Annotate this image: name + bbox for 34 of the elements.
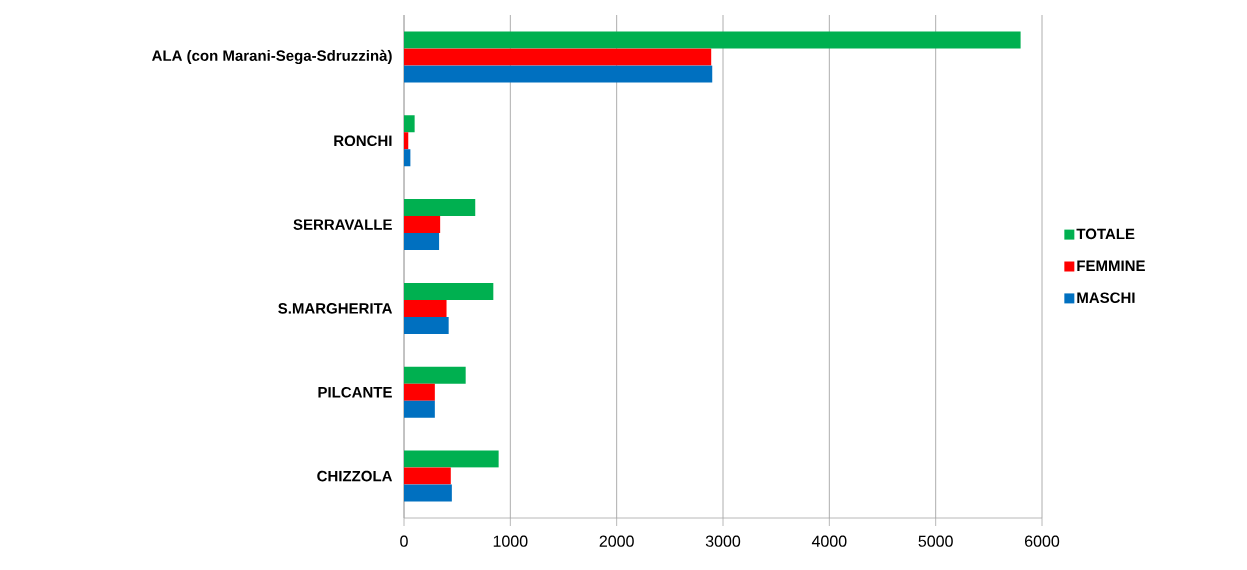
bar xyxy=(404,450,499,468)
y-tick-label: ALA (con Marani-Sega-Sdruzzinà) xyxy=(151,49,392,65)
bar xyxy=(404,282,494,300)
bar xyxy=(404,233,440,251)
bar xyxy=(404,383,435,401)
bar xyxy=(404,216,441,234)
y-tick-label: S.MARGHERITA xyxy=(278,303,393,314)
bar xyxy=(404,199,476,217)
x-tick-label: 5000 xyxy=(918,535,953,547)
legend-label: FEMMINE xyxy=(1077,260,1145,271)
bar xyxy=(404,31,1021,49)
bar xyxy=(404,48,712,66)
bar xyxy=(404,115,415,133)
y-tick-label: CHIZZOLA xyxy=(317,470,393,482)
bar xyxy=(404,149,411,167)
bar xyxy=(404,400,435,418)
bar xyxy=(404,65,713,83)
legend-label: MASCHI xyxy=(1077,292,1135,304)
x-tick-label: 1000 xyxy=(493,535,528,547)
bar xyxy=(404,316,449,334)
x-tick-label: 6000 xyxy=(1025,535,1060,547)
x-tick-label: 3000 xyxy=(705,535,741,547)
bar xyxy=(404,484,452,502)
y-tick-label: RONCHI xyxy=(334,135,392,147)
x-tick-label: 0 xyxy=(400,535,408,547)
bar xyxy=(404,467,451,485)
x-tick-label: 4000 xyxy=(811,535,847,547)
y-tick-label: PILCANTE xyxy=(318,386,392,398)
bar xyxy=(404,366,466,384)
bar xyxy=(404,299,447,317)
x-tick-label: 2000 xyxy=(599,535,634,547)
y-tick-label: SERRAVALLE xyxy=(293,219,392,230)
legend-label: TOTALE xyxy=(1076,228,1135,240)
bar xyxy=(404,132,409,150)
